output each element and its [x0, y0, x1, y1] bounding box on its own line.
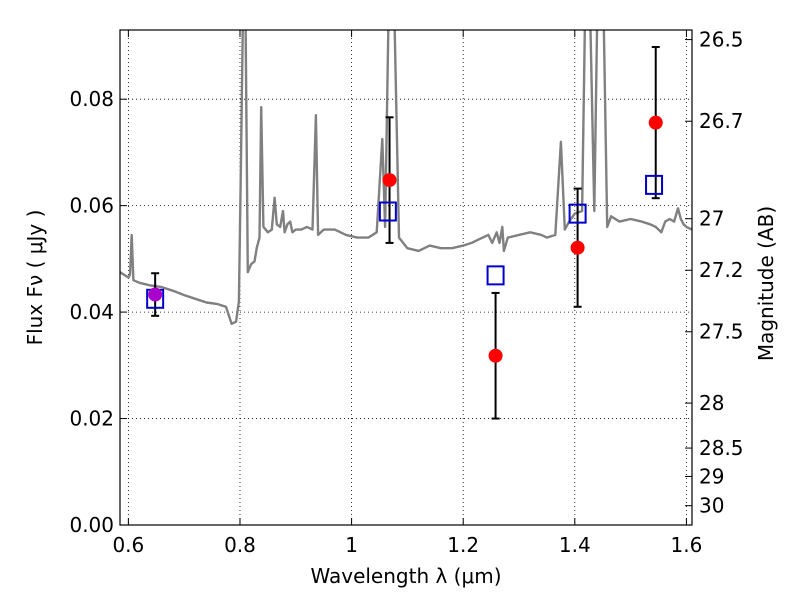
- right-tick-label: 28: [699, 391, 724, 415]
- model-square: [378, 201, 397, 222]
- model-square: [568, 203, 587, 224]
- observed-point: [488, 348, 503, 363]
- observed-points: [148, 115, 663, 363]
- observed-point: [570, 240, 585, 255]
- right-tick-label: 29: [699, 464, 724, 488]
- x-tick-label: 1.2: [447, 533, 479, 557]
- observed-point: [648, 115, 663, 130]
- x-tick-label: 1: [345, 533, 358, 557]
- plot-frame: [119, 29, 693, 526]
- spectrum-line: [120, 30, 692, 325]
- y-tick-label: 0.02: [69, 407, 114, 431]
- y-tick-label: 0.04: [69, 300, 114, 324]
- model-squares: [146, 174, 664, 309]
- spectrum-series: [120, 30, 692, 325]
- axis-ticks: 0.6 0.8 1 1.2 1.4 1.6 0.00 0.02 0.04 0.06 0.08 26.5…: [69, 28, 743, 557]
- right-axis-label: Magnitude (AB): [754, 206, 778, 361]
- model-square: [645, 174, 664, 195]
- observed-point: [148, 287, 163, 302]
- observed-point: [382, 173, 397, 188]
- right-tick-label: 27.2: [699, 258, 744, 282]
- y-tick-label: 0.08: [69, 87, 114, 111]
- right-tick-label: 28.5: [699, 436, 744, 460]
- x-tick-label: 0.8: [224, 533, 256, 557]
- x-tick-label: 1.4: [559, 533, 591, 557]
- right-tick-label: 30: [699, 494, 724, 518]
- y-tick-label: 0.00: [69, 513, 114, 537]
- right-tick-label: 27.5: [699, 320, 744, 344]
- right-tick-label: 26.5: [699, 28, 744, 52]
- x-axis-label: Wavelength λ (μm): [310, 564, 501, 588]
- x-tick-label: 0.6: [112, 533, 144, 557]
- y-tick-label: 0.06: [69, 194, 114, 218]
- right-tick-label: 27: [699, 207, 724, 231]
- right-tick-label: 26.7: [699, 109, 744, 133]
- model-square: [486, 265, 505, 286]
- y-axis-label: Flux Fν ( μJy ): [23, 210, 47, 346]
- x-tick-label: 1.6: [671, 533, 703, 557]
